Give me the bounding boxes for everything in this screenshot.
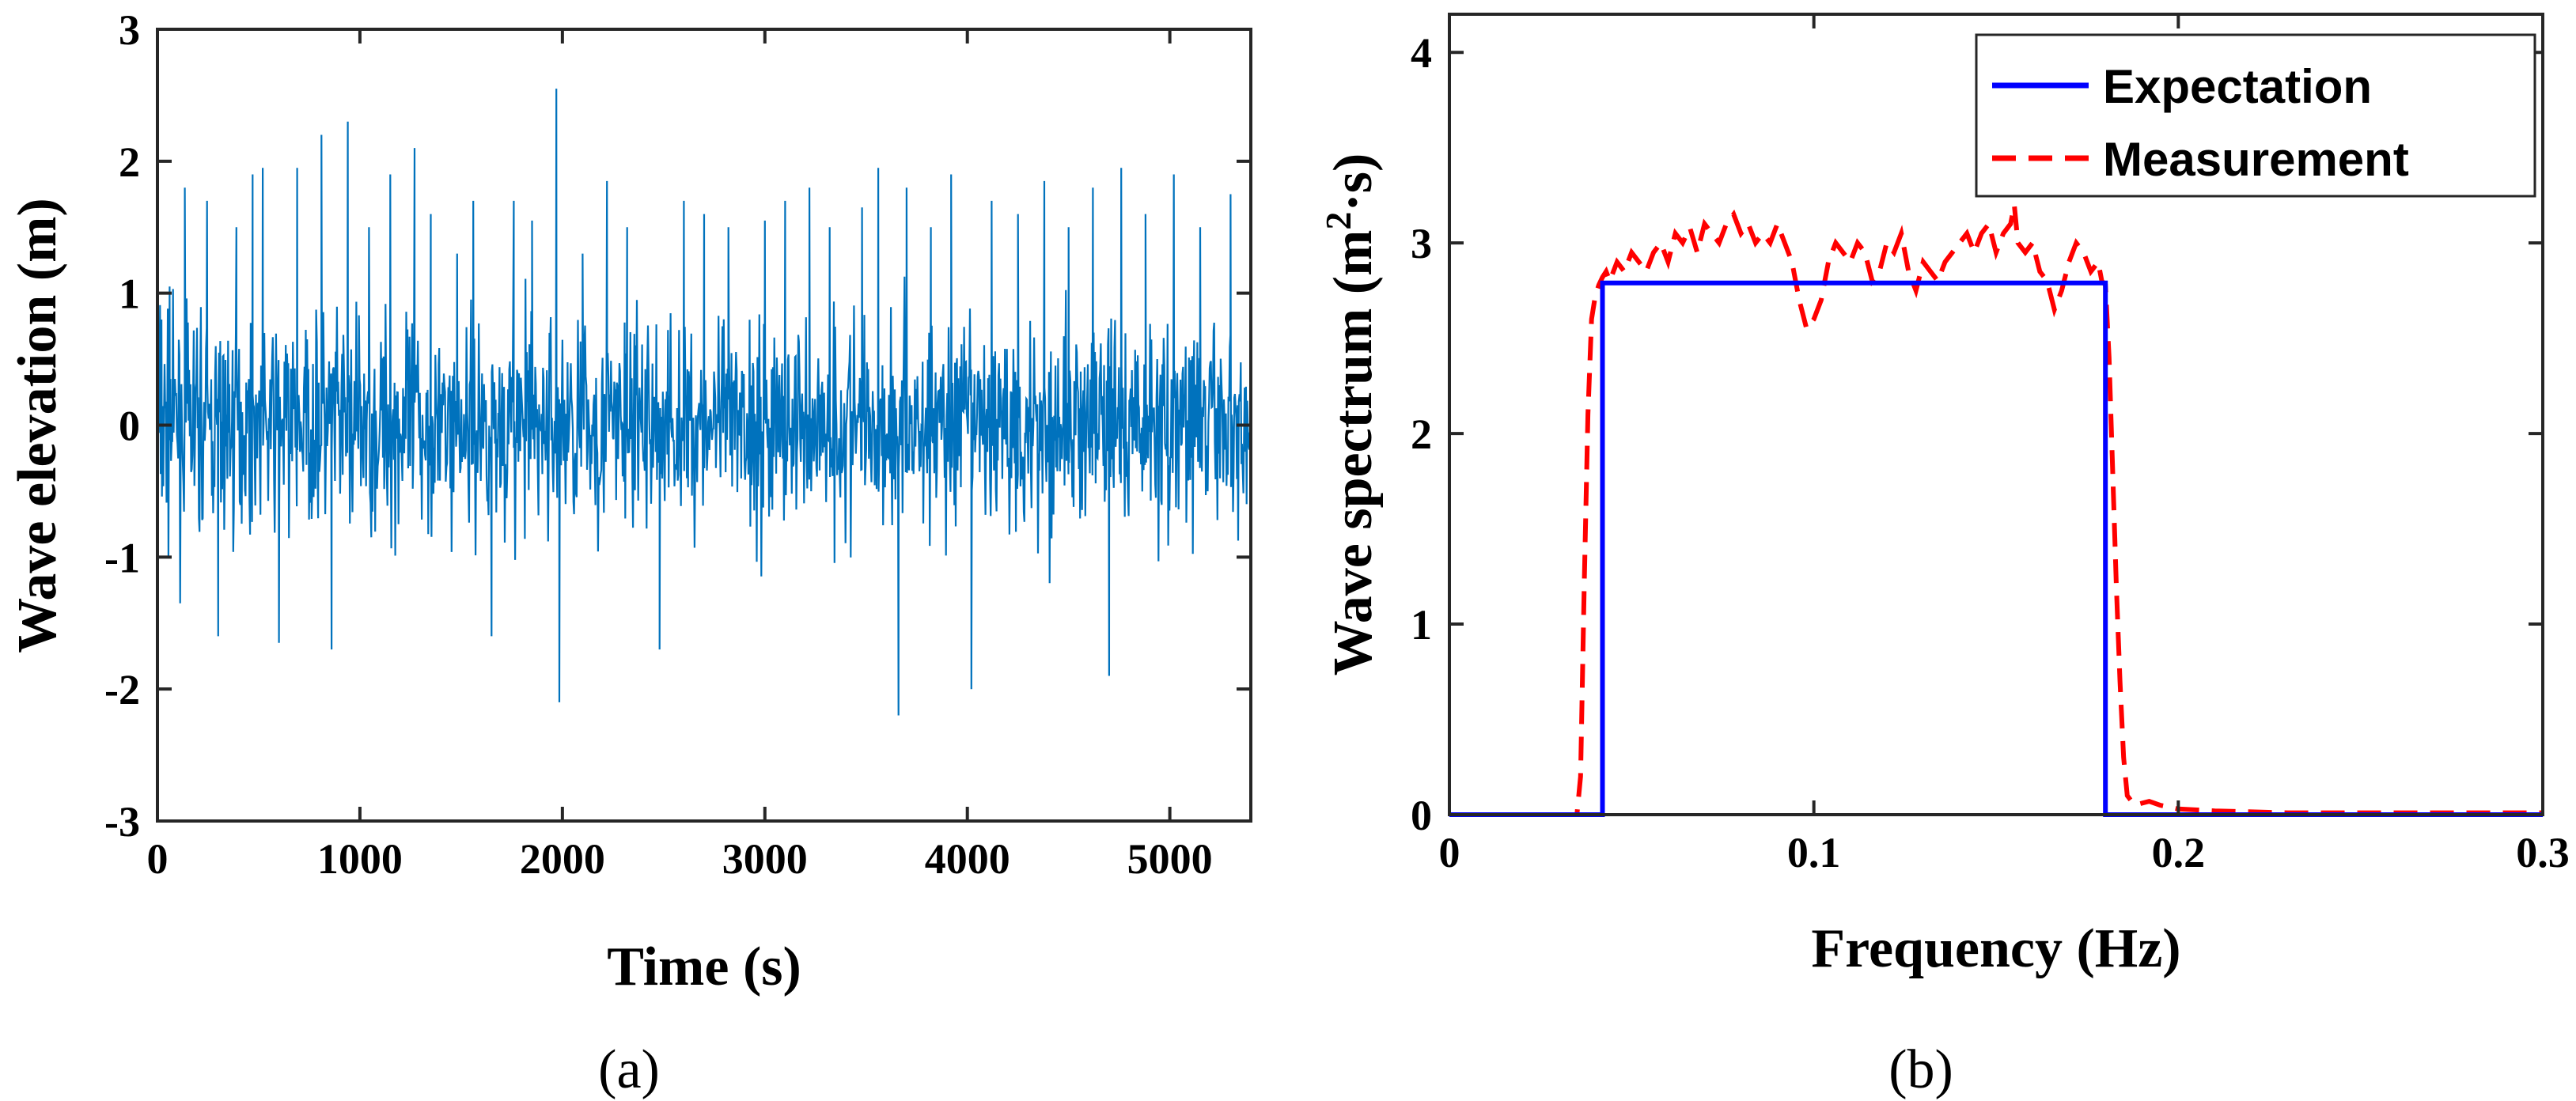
b-xtick-label: 0.3 — [2516, 829, 2570, 876]
a-xtick-label: 5000 — [1127, 835, 1213, 883]
chart-b-legend-box — [1975, 33, 2536, 198]
a-ytick-label: 3 — [119, 6, 140, 54]
chart-b-ticks: 0 0.1 0.2 0.3 0 1 2 3 4 — [1411, 14, 2570, 876]
b-xtick-label: 0.2 — [2152, 829, 2206, 876]
legend-label-measurement: Measurement — [2103, 133, 2409, 186]
chart-b-panel-label: (b) — [1888, 1039, 1953, 1100]
chart-b-ylabel-superscript: 2 — [1318, 212, 1358, 230]
b-ytick-label: 4 — [1411, 29, 1432, 77]
chart-b-axes-box — [1448, 13, 2544, 816]
chart-b-xlabel: Frequency (Hz) — [1811, 918, 2180, 979]
b-ytick-label: 1 — [1411, 601, 1432, 649]
chart-a-wave-elevation: 0 1000 2000 3000 4000 5000 -3 -2 -1 0 1 2 3 Time (s)… — [7, 6, 1252, 1100]
b-ytick-label: 2 — [1411, 411, 1432, 458]
b-ytick-label: 3 — [1411, 220, 1432, 267]
a-xtick-label: 4000 — [925, 835, 1010, 883]
a-xtick-label: 0 — [147, 835, 169, 883]
a-ytick-label: 1 — [119, 271, 140, 318]
a-ytick-label: 2 — [119, 138, 140, 186]
a-ytick-label: -3 — [104, 798, 140, 846]
b-xtick-label: 0.1 — [1787, 829, 1841, 876]
a-ytick-label: 0 — [119, 403, 140, 450]
chart-b-legend: Expectation Measurement — [1975, 33, 2536, 198]
a-xtick-label: 3000 — [722, 835, 808, 883]
chart-b-wave-spectrum: 0 0.1 0.2 0.3 0 1 2 3 4 Frequency (Hz) Wave spec… — [1318, 13, 2570, 1100]
b-xtick-label: 0 — [1439, 829, 1460, 876]
chart-a-ticks: 0 1000 2000 3000 4000 5000 -3 -2 -1 0 1 2 3 — [104, 6, 1251, 883]
a-xtick-label: 2000 — [520, 835, 605, 883]
chart-a-panel-label: (a) — [598, 1039, 660, 1100]
chart-b-ylabel-main: Wave spectrum (m — [1323, 230, 1384, 676]
chart-a-ylabel: Wave elevation (m) — [7, 198, 68, 653]
b-ytick-label: 0 — [1411, 792, 1432, 839]
legend-label-expectation: Expectation — [2103, 60, 2372, 113]
chart-a-series-wave-elevation — [156, 89, 1252, 716]
chart-a-xlabel: Time (s) — [607, 936, 801, 997]
a-ytick-label: -2 — [104, 666, 140, 713]
chart-b-ylabel-end: ·s) — [1323, 153, 1384, 212]
a-xtick-label: 1000 — [317, 835, 403, 883]
a-ytick-label: -1 — [104, 534, 140, 581]
chart-a-series-group — [156, 89, 1252, 716]
chart-b-ylabel: Wave spectrum (m2·s) — [1318, 153, 1384, 676]
